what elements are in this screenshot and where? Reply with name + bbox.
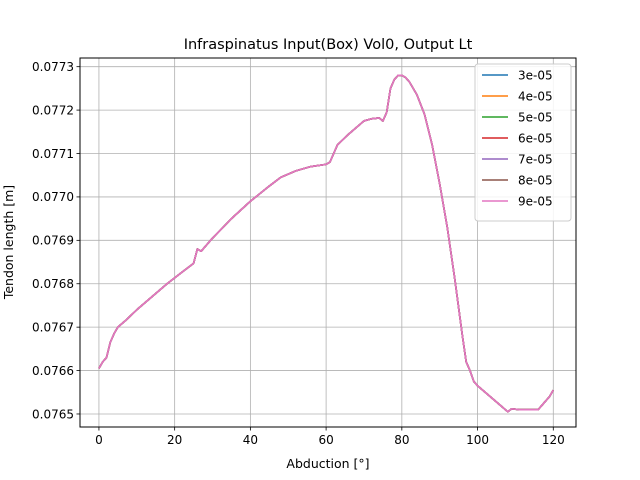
legend: 3e-05 4e-05 5e-05 6e-05 7e-05 8e-05 9e-05 [474, 63, 572, 222]
y-tick-label: 0.0772 [32, 103, 74, 117]
x-tick-label: 80 [394, 433, 409, 447]
grid [80, 58, 576, 427]
legend-label: 6e-05 [518, 131, 553, 145]
series-line-9e-05 [98, 74, 554, 413]
y-tick-label: 0.0770 [32, 190, 74, 204]
axis-ticks: 0 20 40 60 80 100 120 0.0765 0.0766 0.0767 0.0768 0… [32, 60, 565, 447]
legend-label: 5e-05 [518, 110, 553, 124]
x-tick-label: 100 [466, 433, 489, 447]
x-tick-label: 40 [243, 433, 258, 447]
chart-title: Infraspinatus Input(Box) Vol0, Output Lt [184, 37, 473, 53]
legend-label: 9e-05 [518, 194, 553, 208]
plot-frame [79, 57, 577, 428]
y-tick-label: 0.0773 [32, 60, 74, 74]
legend-box [474, 63, 572, 222]
y-tick-label: 0.0769 [32, 234, 74, 248]
y-tick-label: 0.0771 [32, 147, 74, 161]
legend-label: 7e-05 [518, 152, 553, 166]
x-tick-label: 120 [542, 433, 565, 447]
y-axis-label: Tendon length [m] [1, 185, 16, 300]
series-lines [98, 74, 554, 413]
x-tick-label: 0 [95, 433, 103, 447]
legend-label: 4e-05 [518, 89, 553, 103]
y-tick-label: 0.0767 [32, 320, 74, 334]
y-tick-label: 0.0766 [32, 364, 74, 378]
x-axis-label: Abduction [°] [286, 456, 369, 471]
legend-label: 3e-05 [518, 68, 553, 82]
x-tick-label: 20 [167, 433, 182, 447]
y-tick-label: 0.0768 [32, 277, 74, 291]
y-tick-label: 0.0765 [32, 407, 74, 421]
x-tick-label: 60 [318, 433, 333, 447]
legend-label: 8e-05 [518, 173, 553, 187]
